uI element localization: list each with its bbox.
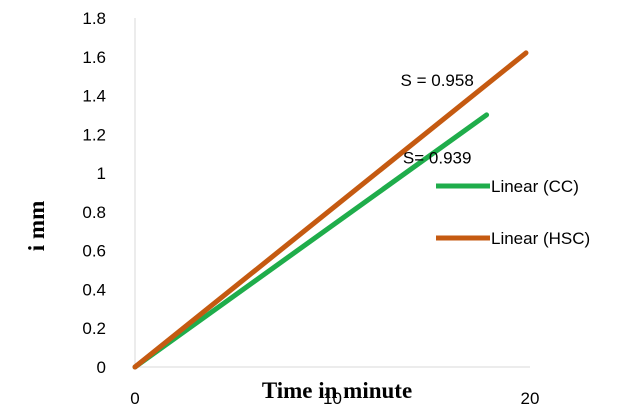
legend-label: Linear (CC) xyxy=(491,177,579,196)
series-line-1 xyxy=(132,50,529,370)
y-tick-label: 1.8 xyxy=(82,9,106,28)
y-tick-label: 0.2 xyxy=(82,319,106,338)
y-tick-label: 0.6 xyxy=(82,242,106,261)
y-tick-label: 0 xyxy=(97,358,106,377)
y-tick-label: 0.8 xyxy=(82,203,106,222)
legend: Linear (CC) Linear (HSC) xyxy=(436,177,590,248)
y-axis-title: i mm xyxy=(24,201,49,251)
y-tick-label: 1.4 xyxy=(82,87,106,106)
y-tick-labels: 0 0.2 0.4 0.6 0.8 1 1.2 1.4 1.6 1.8 xyxy=(82,9,106,377)
y-tick-label: 1.6 xyxy=(82,48,106,67)
legend-label: Linear (HSC) xyxy=(491,229,590,248)
annotations: S = 0.958 S= 0.939 xyxy=(401,71,474,168)
y-tick-label: 0.4 xyxy=(82,280,106,299)
x-tick-labels: 0 10 20 xyxy=(130,389,539,408)
x-tick-label: 0 xyxy=(130,389,139,408)
slope-annotation: S = 0.958 xyxy=(401,71,474,90)
y-tick-label: 1 xyxy=(97,164,106,183)
x-axis-title: Time in minute xyxy=(262,378,412,403)
series-line-0 xyxy=(132,112,490,370)
plot-area xyxy=(134,18,530,368)
y-tick-label: 1.2 xyxy=(82,125,106,144)
slope-annotation: S= 0.939 xyxy=(403,148,472,167)
series-layer xyxy=(132,50,529,370)
x-tick-label: 10 xyxy=(323,389,342,408)
x-tick-label: 20 xyxy=(521,389,540,408)
